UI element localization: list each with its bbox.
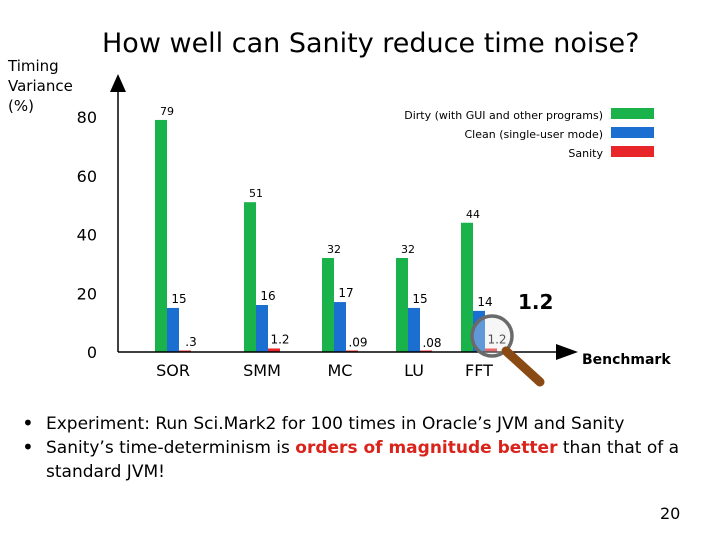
bar-clean <box>167 307 179 352</box>
y-axis-label-line: Timing <box>8 57 59 75</box>
data-label: .09 <box>348 336 367 350</box>
data-label: 79 <box>160 105 174 118</box>
bar-sanity <box>268 348 280 352</box>
bar-dirty <box>155 119 167 352</box>
y-tick-label: 40 <box>77 226 97 245</box>
chart-title: How well can Sanity reduce time noise? <box>102 28 640 59</box>
x-axis-label: Benchmark <box>582 352 671 368</box>
data-label: 1.2 <box>270 332 289 346</box>
legend-label: Sanity <box>568 147 603 160</box>
x-tick-label: LU <box>404 361 424 380</box>
data-label: 17 <box>338 286 353 300</box>
x-tick-label: SMM <box>243 361 281 380</box>
data-label: 44 <box>466 208 480 221</box>
legend-swatch <box>611 127 654 138</box>
bar-clean <box>334 302 346 352</box>
bar-dirty <box>396 258 408 352</box>
bullet-marker: • <box>22 435 34 459</box>
bar-sanity <box>485 348 497 352</box>
magnifier-icon <box>470 314 514 358</box>
legend-label: Dirty (with GUI and other programs) <box>404 109 603 122</box>
bullet-text: Sanity’s time-determinism is orders of m… <box>46 436 712 484</box>
bar-dirty <box>322 258 334 352</box>
bullet-suffix: than that of a standard JVM! <box>46 438 680 482</box>
bar-clean <box>408 307 420 352</box>
data-label: 1.2 <box>487 332 506 346</box>
legend-label: Clean (single-user mode) <box>464 128 603 141</box>
x-tick-label: SOR <box>156 361 190 380</box>
data-label: 32 <box>327 243 341 256</box>
y-tick-label: 60 <box>77 167 97 186</box>
y-tick-label: 0 <box>87 343 97 362</box>
data-label: 15 <box>412 292 427 306</box>
x-axis-arrowhead <box>556 344 578 360</box>
magnifier-handle <box>501 346 545 387</box>
bullet-prefix: Sanity’s time-determinism is <box>46 438 296 458</box>
bullet-marker: • <box>22 411 34 435</box>
x-tick-label: MC <box>328 361 353 380</box>
bar-dirty <box>461 222 473 352</box>
y-axis-label-line: (%) <box>8 97 34 115</box>
y-axis-label-line: Variance <box>8 77 73 95</box>
y-axis-arrowhead <box>110 74 126 92</box>
magnified-value-label: 1.2 <box>518 290 554 314</box>
legend-swatch <box>611 108 654 119</box>
bullet-list: • Experiment: Run Sci.Mark2 for 100 time… <box>22 412 712 484</box>
page-number: 20 <box>660 504 681 523</box>
y-tick-label: 20 <box>77 284 97 303</box>
bullet-text: Experiment: Run Sci.Mark2 for 100 times … <box>46 414 625 434</box>
data-label: 15 <box>171 292 186 306</box>
bullet-item: • Sanity’s time-determinism is orders of… <box>22 436 712 484</box>
data-label: 14 <box>477 295 492 309</box>
y-tick-label: 80 <box>77 108 97 127</box>
legend-swatch <box>611 146 654 157</box>
data-label: .3 <box>185 335 196 349</box>
bar-clean <box>473 310 485 352</box>
data-label: 32 <box>401 243 415 256</box>
x-tick-label: FFT <box>465 361 493 380</box>
data-label: .08 <box>422 336 441 350</box>
y-axis-label: Timing Variance (%) <box>8 56 73 116</box>
data-label: 51 <box>249 187 263 200</box>
bar-chart: 0 20 40 60 80 79 51 32 32 44 15 16 17 15 14 .3 1.2 .09 .08… <box>77 74 671 387</box>
bullet-item: • Experiment: Run Sci.Mark2 for 100 time… <box>22 412 712 436</box>
data-label: 16 <box>260 289 275 303</box>
bar-clean <box>256 305 268 352</box>
bullet-emphasis: orders of magnitude better <box>295 438 558 458</box>
bar-dirty <box>244 202 256 352</box>
